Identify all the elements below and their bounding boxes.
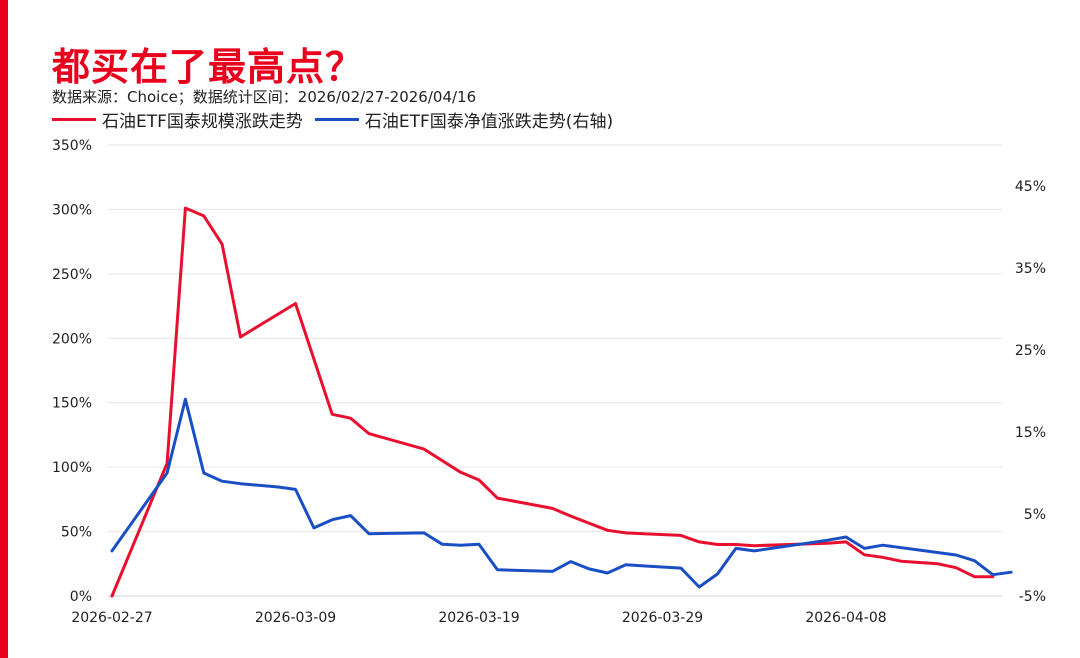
y-right-tick-label: 25% (1015, 343, 1046, 359)
legend-item-scale: 石油ETF国泰规模涨跌走势 (52, 107, 303, 132)
y-left-tick-label: 150% (52, 396, 92, 412)
y-left-tick-label: 300% (52, 202, 92, 218)
y-left-tick-label: 250% (52, 267, 92, 283)
x-tick-label: 2026-03-19 (438, 610, 519, 626)
y-left-tick-label: 350% (52, 138, 92, 154)
left-accent-bar (0, 0, 8, 658)
legend-item-nav: 石油ETF国泰净值涨跌走势(右轴) (314, 107, 614, 132)
series-line-scale (110, 206, 995, 598)
y-right-tick-label: 15% (1015, 425, 1046, 441)
y-left-tick-label: 100% (52, 460, 92, 476)
legend-swatch-scale (52, 118, 96, 121)
y-left-tick-label: 200% (52, 331, 92, 347)
chart-title: 都买在了最高点？ (52, 45, 365, 89)
y-left-tick-label: 50% (61, 525, 92, 541)
y-left-tick-label: 0% (70, 589, 92, 605)
data-source-note: 数据来源：Choice；数据统计区间：2026/02/27-2026/04/16 (52, 88, 477, 106)
x-tick-label: 2026-02-27 (71, 610, 152, 626)
legend-label-scale: 石油ETF国泰规模涨跌走势 (102, 112, 303, 132)
y-right-tick-label: -5% (1019, 589, 1046, 605)
y-right-tick-label: 5% (1024, 507, 1046, 523)
x-tick-label: 2026-04-08 (805, 610, 886, 626)
y-right-tick-label: 35% (1015, 261, 1046, 277)
series-line-nav (110, 397, 1013, 589)
chart-legend: 石油ETF国泰规模涨跌走势 石油ETF国泰净值涨跌走势(右轴) (52, 107, 625, 132)
legend-swatch-nav (314, 118, 359, 121)
x-tick-label: 2026-03-09 (255, 610, 336, 626)
legend-label-nav: 石油ETF国泰净值涨跌走势(右轴) (364, 112, 614, 132)
x-tick-label: 2026-03-29 (622, 610, 703, 626)
y-right-tick-label: 45% (1015, 179, 1046, 195)
